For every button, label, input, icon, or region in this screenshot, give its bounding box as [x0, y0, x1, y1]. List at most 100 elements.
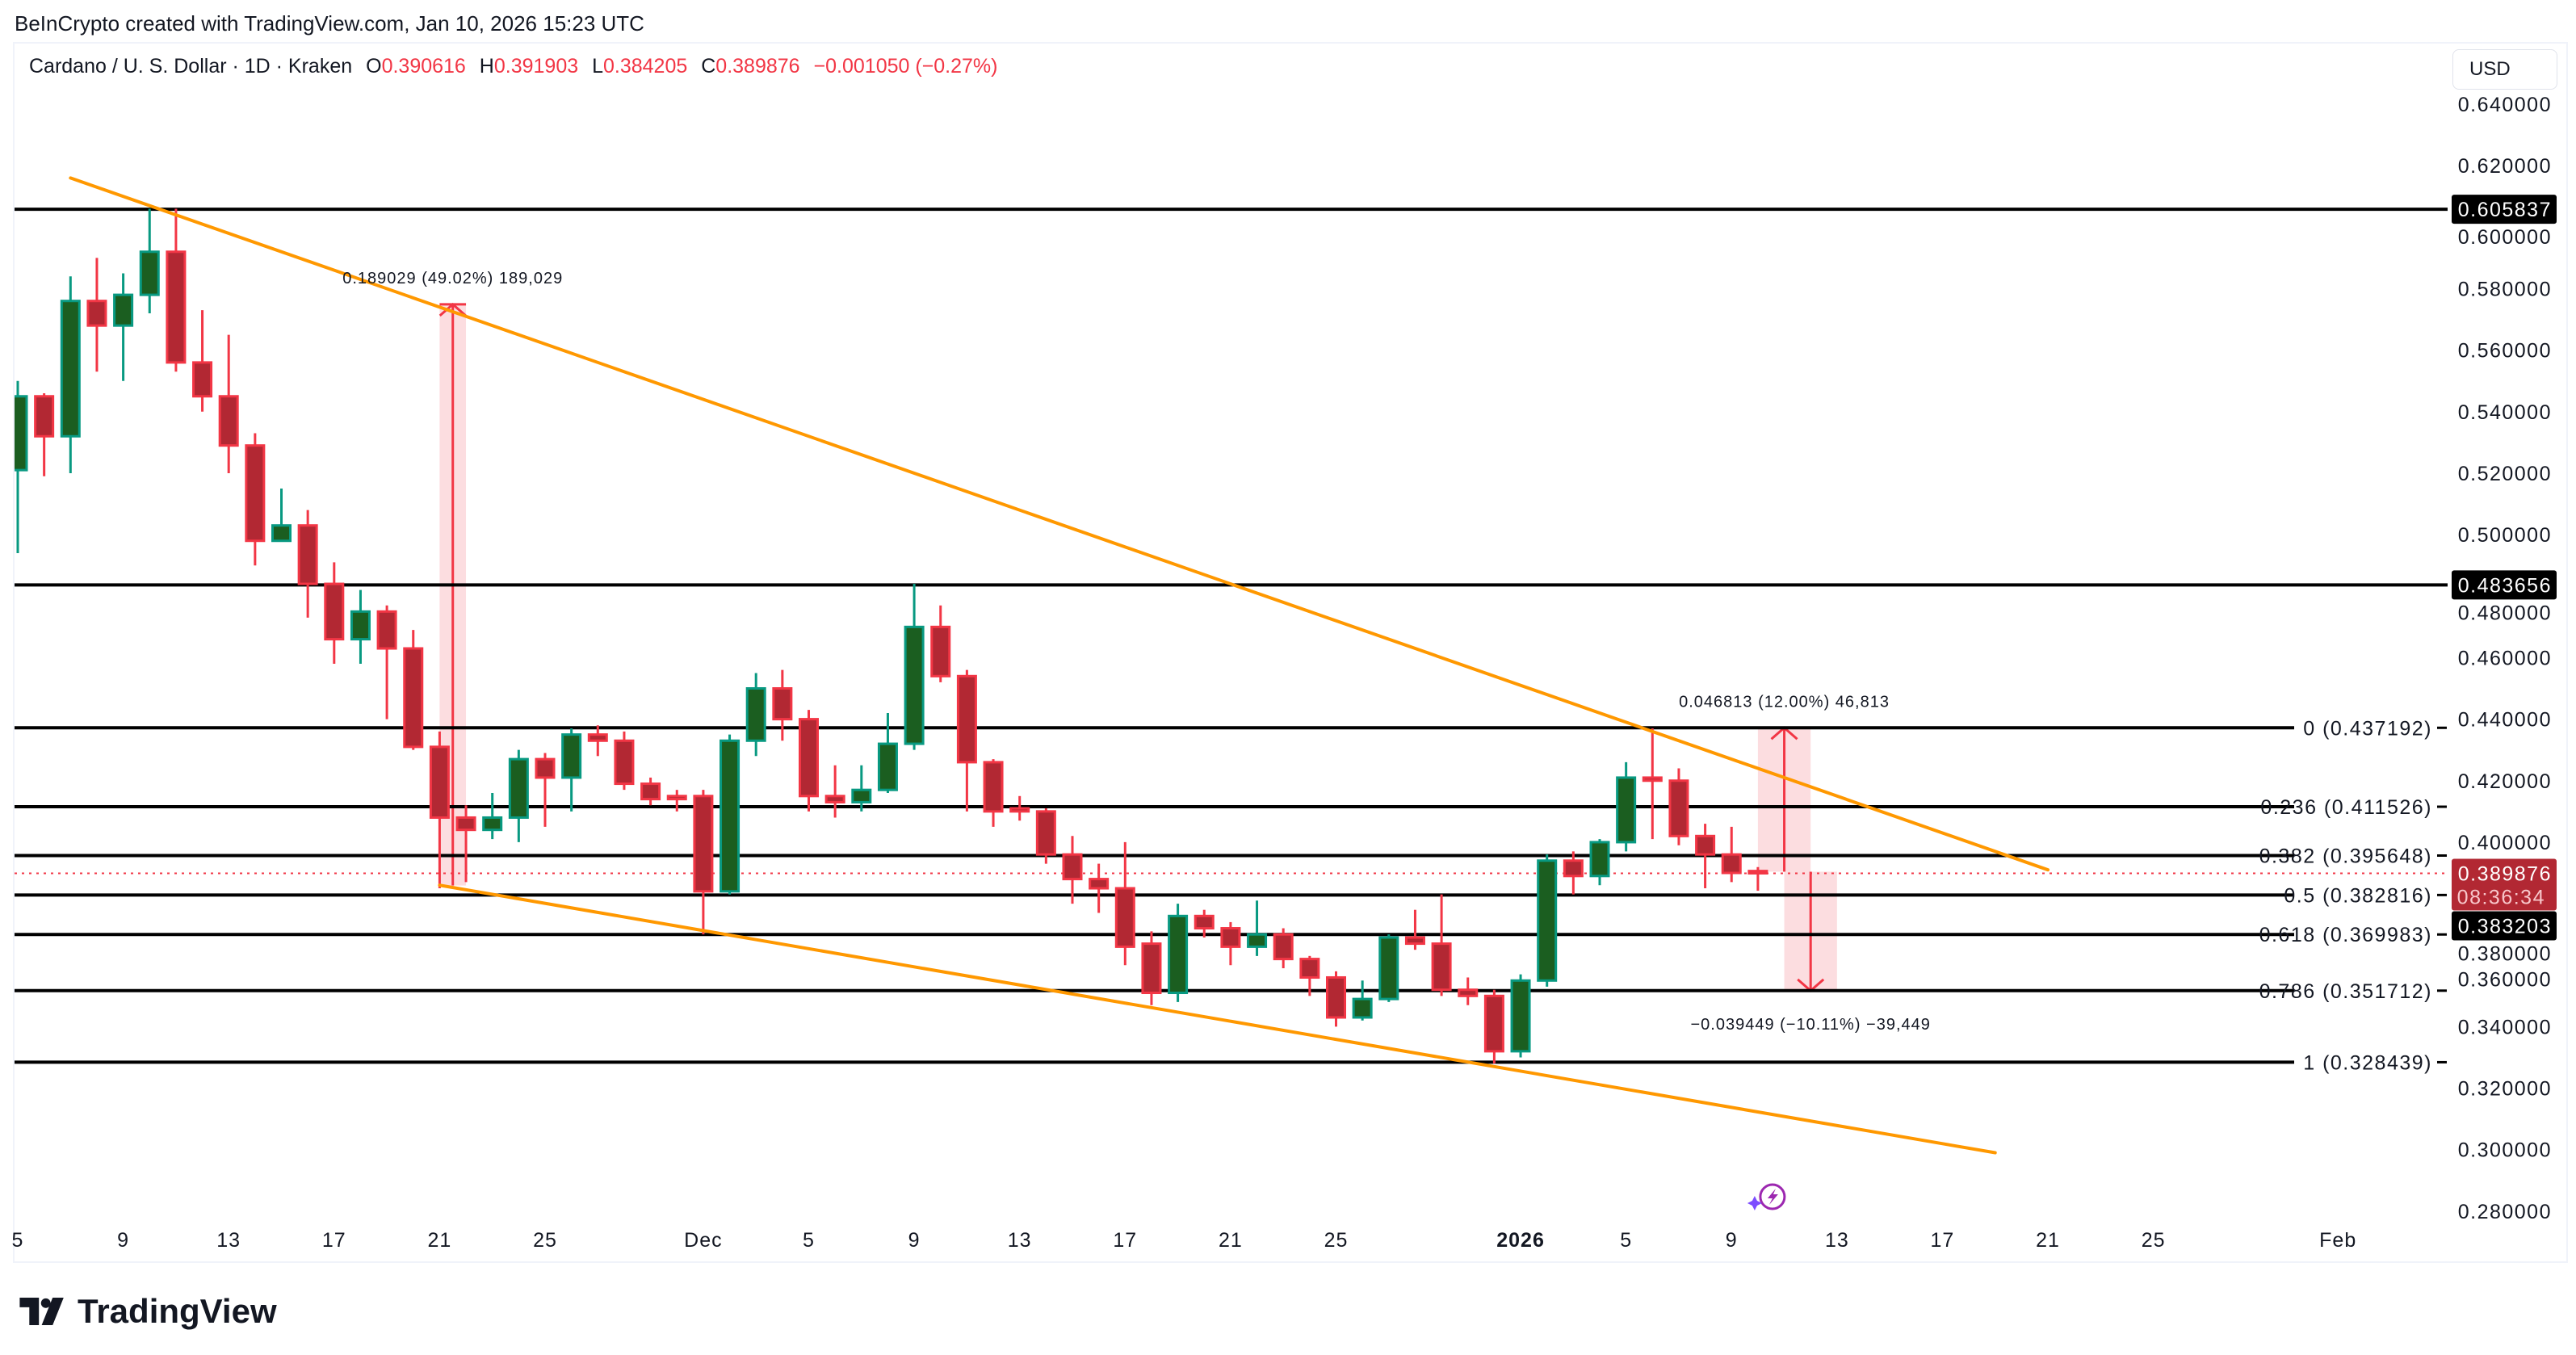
candle[interactable] — [245, 433, 266, 566]
candle[interactable] — [614, 731, 635, 791]
candle[interactable] — [1695, 824, 1716, 889]
candle[interactable] — [666, 790, 687, 812]
measure-label: 0.189029 (49.02%) 189,029 — [342, 270, 563, 287]
y-axis-tick-label: 0.320000 — [2458, 1078, 2552, 1101]
candle[interactable] — [1404, 909, 1425, 950]
candle[interactable] — [1035, 808, 1056, 864]
candle[interactable] — [1220, 921, 1241, 966]
candle[interactable] — [192, 310, 213, 412]
candle[interactable] — [1299, 955, 1320, 996]
candle[interactable] — [218, 334, 239, 473]
candle[interactable] — [983, 759, 1004, 827]
candle[interactable] — [1326, 971, 1346, 1027]
candle[interactable] — [1089, 863, 1110, 913]
candle-body — [60, 300, 81, 438]
candle[interactable] — [930, 605, 951, 682]
candle[interactable] — [1194, 909, 1215, 938]
candle[interactable] — [1483, 989, 1504, 1064]
currency-button[interactable]: USD — [2452, 49, 2557, 90]
candle[interactable] — [1273, 928, 1294, 969]
candle[interactable] — [1458, 977, 1479, 1005]
candle-body — [1747, 870, 1768, 875]
candle-body — [192, 361, 213, 398]
candle[interactable] — [350, 589, 371, 665]
candle[interactable] — [1141, 931, 1162, 1005]
candle[interactable] — [640, 777, 661, 806]
candle[interactable] — [851, 765, 872, 812]
candle[interactable] — [1589, 839, 1610, 886]
candle-body — [799, 718, 819, 798]
candle[interactable] — [403, 630, 424, 750]
candle-body — [561, 733, 582, 779]
candle[interactable] — [376, 605, 397, 719]
candle[interactable] — [113, 273, 134, 381]
y-axis-tick-label: 0.280000 — [2458, 1201, 2552, 1223]
candle[interactable] — [324, 562, 345, 665]
candle[interactable] — [34, 392, 55, 476]
candle[interactable] — [799, 710, 819, 812]
candle-body — [614, 739, 635, 786]
level-price-badge: 0.483656 — [2458, 574, 2552, 597]
candle[interactable] — [1537, 854, 1558, 987]
candle[interactable] — [1721, 826, 1742, 883]
candle-body — [1168, 914, 1189, 995]
candle[interactable] — [1616, 761, 1637, 852]
candle[interactable] — [508, 749, 529, 842]
fib-level-label: 0.5 (0.382816) — [2284, 884, 2432, 907]
level-price-badge: 0.605837 — [2458, 199, 2552, 221]
candle[interactable] — [1009, 795, 1030, 821]
candle-body — [34, 395, 55, 438]
candle-body — [587, 733, 608, 742]
candle[interactable] — [720, 734, 740, 895]
candle[interactable] — [587, 725, 608, 757]
candle[interactable] — [904, 584, 925, 750]
candle[interactable] — [1747, 866, 1768, 891]
plot-area — [9, 176, 2448, 1155]
candle[interactable] — [824, 765, 845, 818]
candle[interactable] — [429, 731, 450, 889]
measure-label: 0.046813 (12.00%) 46,813 — [1679, 693, 1890, 711]
candle[interactable] — [1642, 728, 1663, 840]
candle-body — [535, 757, 556, 779]
candle[interactable] — [1431, 894, 1452, 996]
event-icon-ring — [1759, 1183, 1786, 1210]
candle[interactable] — [1510, 974, 1531, 1058]
y-axis-tick-label: 0.340000 — [2458, 1016, 2552, 1038]
candle[interactable] — [1378, 934, 1399, 1002]
candle-body — [455, 816, 476, 832]
candle[interactable] — [1563, 851, 1584, 895]
lightning-event-icon[interactable] — [1747, 1183, 1786, 1210]
candle[interactable] — [1668, 768, 1689, 845]
candle[interactable] — [60, 276, 81, 473]
candle[interactable] — [9, 380, 28, 553]
candle[interactable] — [745, 673, 766, 757]
measure-arrowhead — [438, 302, 467, 317]
tradingview-logo[interactable]: TradingView — [19, 1292, 277, 1331]
candle-body — [113, 293, 134, 327]
candle[interactable] — [1062, 836, 1083, 904]
candle[interactable] — [772, 669, 793, 741]
candle[interactable] — [455, 805, 476, 883]
candle[interactable] — [956, 669, 977, 812]
candle-body — [166, 250, 187, 364]
candle[interactable] — [139, 208, 160, 313]
last-price-badge-bg — [2452, 858, 2557, 911]
candle[interactable] — [561, 728, 582, 812]
candle[interactable] — [482, 792, 503, 840]
candle-body — [1668, 779, 1689, 837]
candle[interactable] — [535, 753, 556, 827]
candle[interactable] — [1247, 900, 1268, 956]
candle-body — [877, 742, 898, 791]
candle[interactable] — [166, 208, 187, 372]
candle-body — [376, 610, 397, 650]
candle[interactable] — [877, 712, 898, 793]
candle[interactable] — [271, 489, 292, 543]
candle[interactable] — [1352, 980, 1373, 1021]
candle[interactable] — [1114, 841, 1135, 966]
candle[interactable] — [297, 510, 318, 618]
candle[interactable] — [693, 790, 714, 935]
candle[interactable] — [86, 258, 107, 372]
candle[interactable] — [1168, 904, 1189, 1002]
x-axis-tick-label: 21 — [2036, 1229, 2060, 1252]
